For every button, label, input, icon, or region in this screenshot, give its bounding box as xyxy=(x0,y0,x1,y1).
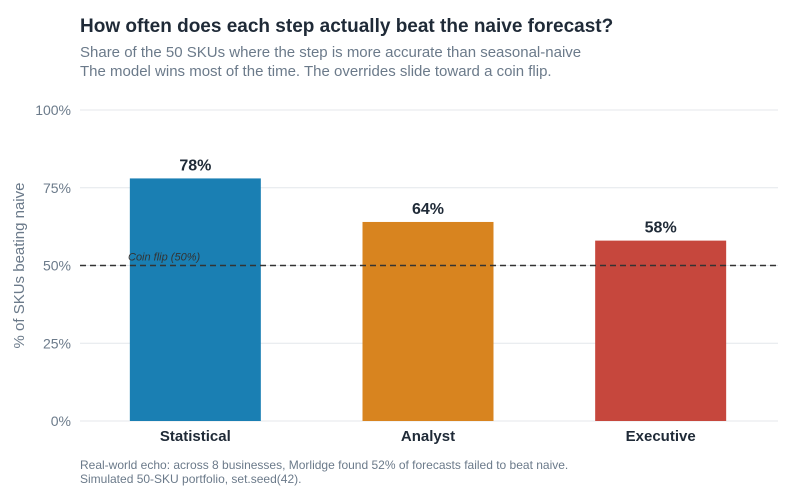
x-tick-label: Statistical xyxy=(160,428,231,445)
data-label: 78% xyxy=(179,157,211,174)
reference-line-label: Coin flip (50%) xyxy=(128,252,200,264)
y-tick-label: 0% xyxy=(51,413,71,429)
bar-analyst xyxy=(362,221,494,421)
subtitle-line-1: Share of the 50 SKUs where the step is m… xyxy=(80,44,582,61)
y-tick-label: 100% xyxy=(35,102,71,118)
caption-line-2: Simulated 50-SKU portfolio, set.seed(42)… xyxy=(80,472,302,486)
bar-executive xyxy=(595,240,727,421)
caption-line-1: Real-world echo: across 8 businesses, Mo… xyxy=(80,458,569,472)
chart-caption: Real-world echo: across 8 businesses, Mo… xyxy=(80,458,568,486)
chart-subtitle: Share of the 50 SKUs where the step is m… xyxy=(80,43,581,81)
bar-statistical xyxy=(129,178,261,421)
x-tick-label: Executive xyxy=(626,428,696,445)
x-tick-label: Analyst xyxy=(401,428,455,445)
y-tick-label: 50% xyxy=(43,258,71,274)
data-label: 58% xyxy=(645,220,677,237)
data-label: 64% xyxy=(412,201,444,218)
y-tick-label: 25% xyxy=(43,335,71,351)
y-tick-label: 75% xyxy=(43,180,71,196)
chart-title: How often does each step actually beat t… xyxy=(80,16,614,37)
subtitle-line-2: The model wins most of the time. The ove… xyxy=(80,63,552,80)
y-axis-label: % of SKUs beating naive xyxy=(11,183,28,349)
